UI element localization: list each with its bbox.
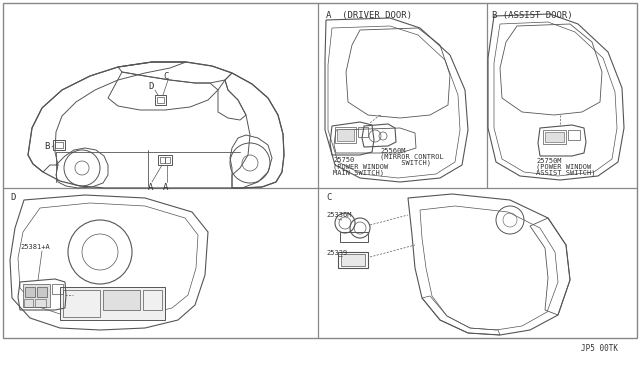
Polygon shape [37,287,47,297]
Text: ASSIST SWITCH): ASSIST SWITCH) [536,170,595,176]
Text: JP5 00TK: JP5 00TK [581,344,618,353]
Text: C: C [326,193,332,202]
Text: SWITCH): SWITCH) [380,160,431,167]
Text: 25336M: 25336M [326,212,351,218]
Polygon shape [23,284,50,307]
Polygon shape [60,287,165,320]
Polygon shape [341,254,365,266]
Text: 25339: 25339 [326,250,348,256]
Text: B (ASSIST DOOR): B (ASSIST DOOR) [492,11,573,20]
Text: MAIN SWITCH): MAIN SWITCH) [333,169,384,176]
Text: (POWER WINDOW: (POWER WINDOW [536,164,591,170]
Text: 25381+A: 25381+A [20,244,50,250]
Text: B: B [44,142,49,151]
Polygon shape [337,129,354,141]
Text: 25750M: 25750M [536,158,561,164]
Polygon shape [545,132,564,142]
Text: 25560M: 25560M [380,148,406,154]
Text: D: D [10,193,15,202]
Text: A: A [148,183,154,192]
Polygon shape [25,287,35,297]
Text: 25750: 25750 [333,157,355,163]
Text: A  (DRIVER DOOR): A (DRIVER DOOR) [326,11,412,20]
Text: C: C [163,72,168,81]
Text: (POWER WINDOW: (POWER WINDOW [333,163,388,170]
Polygon shape [103,290,140,310]
Text: D: D [148,82,154,91]
Text: A: A [163,183,168,192]
Text: (MIRROR CONTROL: (MIRROR CONTROL [380,154,444,160]
